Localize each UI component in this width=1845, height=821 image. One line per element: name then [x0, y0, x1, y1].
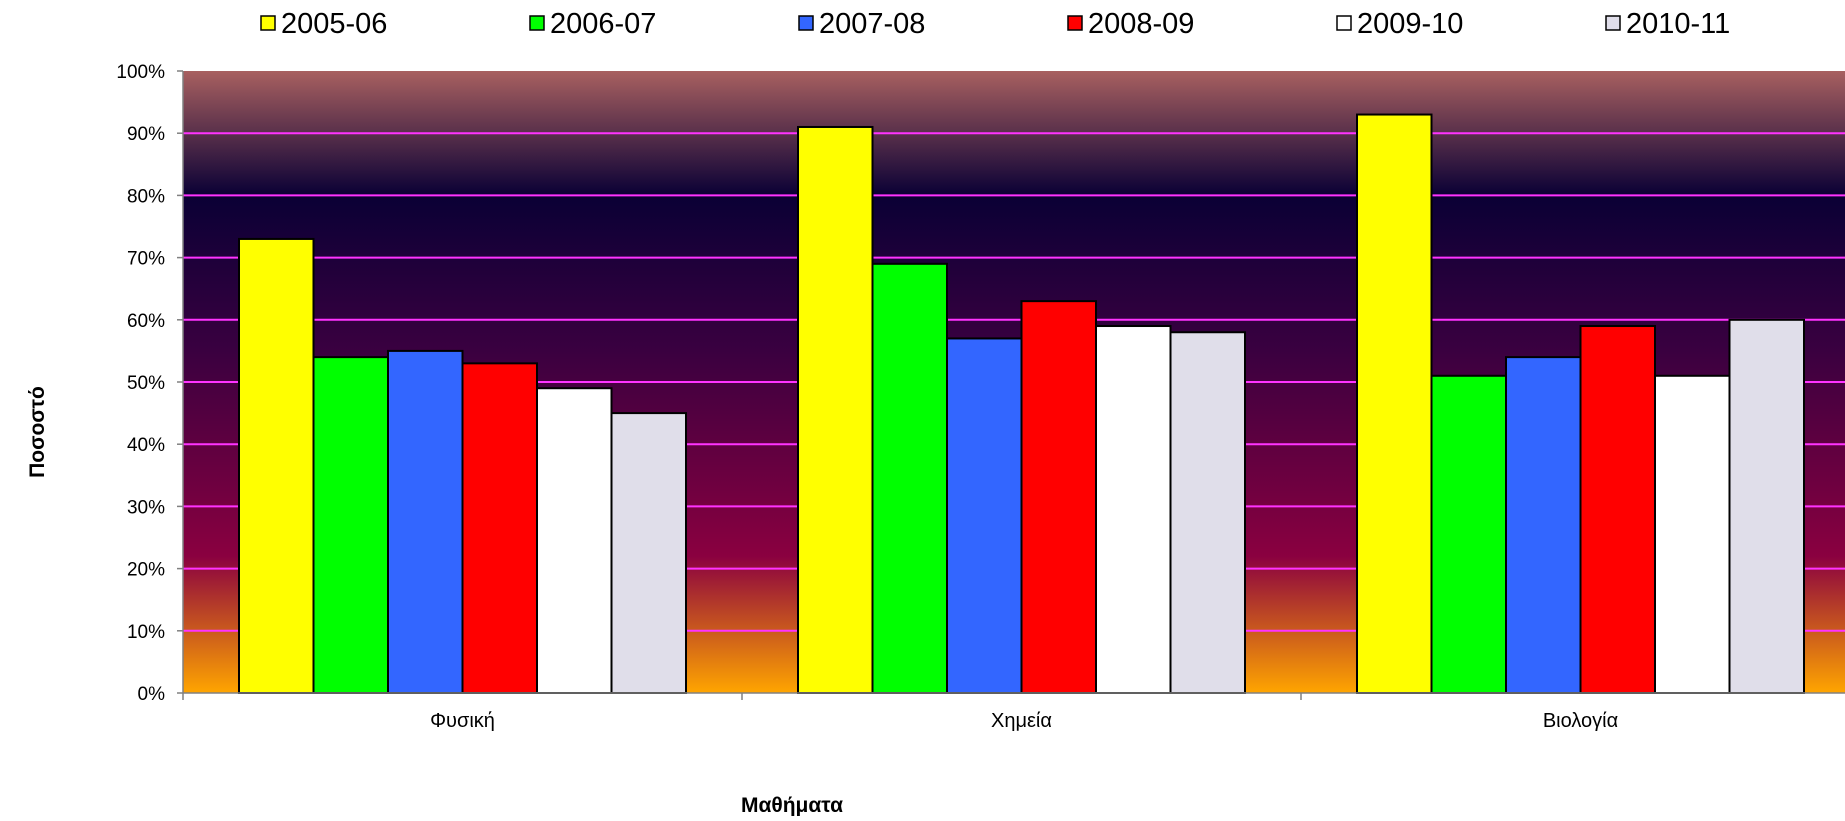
- legend-label: 2010-11: [1626, 8, 1730, 40]
- y-axis-ticks: 0% 10% 20% 30% 40% 50% 60% 70% 80% 90% 100%: [116, 62, 183, 705]
- legend-swatch: [260, 15, 276, 31]
- bar-2005-06-Χημεία: [797, 125, 874, 695]
- bar-2007-08-Βιολογία: [1505, 356, 1582, 694]
- y-tick-label: 90%: [127, 124, 165, 145]
- legend-label: 2008-09: [1088, 8, 1194, 40]
- bar-2006-07-Χημεία: [871, 262, 948, 694]
- legend-label: 2009-10: [1357, 8, 1463, 40]
- bar-2009-10-Βιολογία: [1654, 374, 1731, 694]
- y-tick-label: 30%: [127, 497, 165, 518]
- bar-2005-06-Βιολογία: [1356, 113, 1433, 695]
- y-tick-label: 70%: [127, 249, 165, 270]
- y-tick-label: 80%: [127, 186, 165, 207]
- y-tick-label: 40%: [127, 435, 165, 456]
- y-tick-label: 10%: [127, 622, 165, 643]
- x-tick-label: Φυσική: [430, 710, 495, 732]
- bar-2010-11-Χημεία: [1169, 331, 1246, 694]
- bar-2010-11-Βιολογία: [1728, 318, 1805, 694]
- legend-swatch: [1336, 15, 1352, 31]
- bar-2005-06-Φυσική: [238, 237, 315, 694]
- x-tick-label: Βιολογία: [1543, 710, 1618, 732]
- y-tick-label: 50%: [127, 373, 165, 394]
- x-axis-title: Μαθήματα: [741, 794, 843, 816]
- bar-2007-08-Χημεία: [946, 337, 1023, 694]
- bar-2009-10-Χημεία: [1095, 325, 1172, 694]
- bar-2006-07-Βιολογία: [1430, 374, 1507, 694]
- legend-label: 2005-06: [281, 8, 387, 40]
- bar-2007-08-Φυσική: [387, 349, 464, 694]
- bar-2006-07-Φυσική: [312, 356, 389, 694]
- legend: 2005-06 2006-07 2007-08 2008-09 2009-10 2010-…: [260, 8, 1730, 40]
- legend-swatch: [1067, 15, 1083, 31]
- y-tick-label: 0%: [138, 684, 166, 705]
- bar-2009-10-Φυσική: [536, 387, 613, 694]
- legend-label: 2006-07: [550, 8, 656, 40]
- y-axis-title: Ποσοστό: [26, 386, 49, 478]
- bar-2008-09-Βιολογία: [1579, 325, 1656, 694]
- legend-swatch: [798, 15, 814, 31]
- bar-2010-11-Φυσική: [610, 412, 687, 694]
- x-axis-ticks: Φυσική Χημεία Βιολογία: [182, 693, 1618, 732]
- y-tick-label: 100%: [116, 62, 165, 83]
- y-tick-label: 20%: [127, 560, 165, 581]
- bar-2008-09-Χημεία: [1020, 300, 1097, 694]
- x-tick-label: Χημεία: [991, 710, 1052, 732]
- y-tick-label: 60%: [127, 311, 165, 332]
- legend-swatch: [1605, 15, 1621, 31]
- legend-label: 2007-08: [819, 8, 925, 40]
- legend-swatch: [529, 15, 545, 31]
- bars: [238, 113, 1805, 695]
- bar-2008-09-Φυσική: [461, 362, 538, 694]
